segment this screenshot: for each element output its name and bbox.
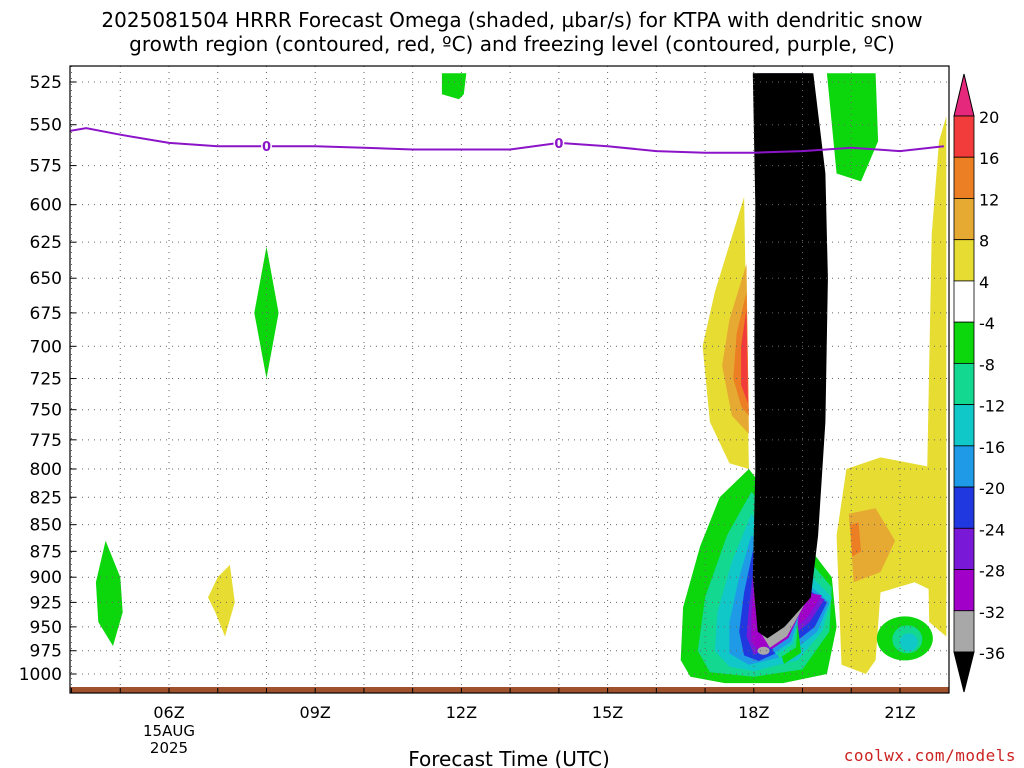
colorbar-segment (953, 362, 975, 406)
colorbar-segment (953, 239, 975, 282)
plot-frame (69, 65, 950, 694)
y-tick-label: 875 (30, 542, 62, 562)
small-ascent-cell-max (899, 633, 918, 652)
colorbar-segment (953, 610, 975, 653)
x-tick-label: 06Z (153, 703, 184, 722)
colorbar-segment (953, 156, 975, 199)
colorbar-segment (953, 115, 975, 158)
colorbar-label: 12 (979, 190, 999, 209)
y-tick-label: 675 (30, 304, 62, 324)
colorbar-segment (953, 280, 975, 323)
colorbar-segment (953, 486, 975, 529)
y-tick-label: 1000 (19, 665, 62, 685)
colorbar-segment (953, 569, 975, 612)
y-tick-label: 775 (30, 431, 62, 451)
grid-lines (70, 66, 949, 693)
colorbar-label: 20 (979, 108, 999, 127)
y-tick-label: 625 (30, 233, 62, 253)
colorbar-bottom-triangle (953, 651, 975, 693)
colorbar-label: -16 (979, 438, 1005, 457)
colorbar-label: -28 (979, 562, 1005, 581)
colorbar-label: -4 (979, 314, 995, 333)
ascent-column-layer-6 (752, 73, 828, 639)
freezing-level-line (70, 127, 945, 154)
chart-title-line2: growth region (contoured, red, ºC) and f… (129, 32, 895, 56)
colorbar-segment (953, 445, 975, 488)
x-tick-sublabel: 15AUG (143, 722, 195, 740)
y-axis: 525 550 575 600 625 650 675 700 725 750 775 800 825 8… (19, 73, 76, 685)
y-tick-label: 525 (30, 73, 62, 93)
freezing-level-label: 0 (262, 140, 271, 155)
credit-text: coolwx.com/models (843, 746, 1016, 765)
colorbar-label: 8 (979, 232, 989, 251)
y-tick-label: 850 (30, 516, 62, 536)
y-tick-label: 650 (30, 269, 62, 289)
colorbar-segment (953, 527, 975, 570)
x-tick-label: 12Z (446, 703, 477, 722)
colorbar-label: -20 (979, 479, 1005, 498)
x-axis-label: Forecast Time (UTC) (408, 747, 610, 768)
colorbar-segment (953, 404, 975, 447)
upper-ascent-cell (441, 73, 467, 100)
low-descent-core (848, 508, 896, 583)
freezing-level-label: 0 (554, 137, 563, 152)
y-tick-label: 975 (30, 642, 62, 662)
terrain-bar (70, 687, 949, 693)
y-tick-label: 750 (30, 401, 62, 421)
colorbar-label: 16 (979, 149, 999, 168)
y-tick-label: 925 (30, 593, 62, 613)
x-tick-label: 09Z (300, 703, 331, 722)
colorbar-top-triangle (953, 73, 975, 117)
colorbar-label: -32 (979, 603, 1005, 622)
colorbar-label: -12 (979, 397, 1005, 416)
low-ascent-cell (95, 540, 123, 646)
column-base-gray (757, 646, 770, 655)
omega-shading (70, 73, 949, 693)
colorbar-segment (953, 198, 975, 241)
y-tick-label: 700 (30, 337, 62, 357)
y-tick-label: 950 (30, 618, 62, 638)
colorbar-label: -8 (979, 355, 995, 374)
y-tick-label: 575 (30, 157, 62, 177)
chart-title-line1: 2025081504 HRRR Forecast Omega (shaded, … (101, 8, 923, 32)
low-descent-cell (208, 564, 235, 637)
y-tick-label: 725 (30, 370, 62, 390)
x-tick-sublabel: 2025 (150, 739, 188, 757)
y-tick-label: 550 (30, 116, 62, 136)
upper-ascent-flank (826, 73, 879, 182)
descent-flank-max (741, 308, 748, 404)
colorbar-label: -36 (979, 644, 1005, 663)
colorbar-label: 4 (979, 273, 989, 292)
y-tick-label: 600 (30, 196, 62, 216)
x-tick-label: 21Z (884, 703, 915, 722)
x-tick-label: 18Z (738, 703, 769, 722)
colorbar-label: -24 (979, 520, 1005, 539)
y-tick-label: 825 (30, 488, 62, 508)
y-tick-label: 800 (30, 460, 62, 480)
x-tick-label: 15Z (592, 703, 623, 722)
low-descent-max (850, 522, 861, 557)
y-tick-label: 900 (30, 568, 62, 588)
colorbar: 20 16 12 8 4 -4 -8 -12 -16 -20 -24 -28 -32 -36 (953, 73, 1005, 693)
colorbar-segment (953, 321, 975, 364)
